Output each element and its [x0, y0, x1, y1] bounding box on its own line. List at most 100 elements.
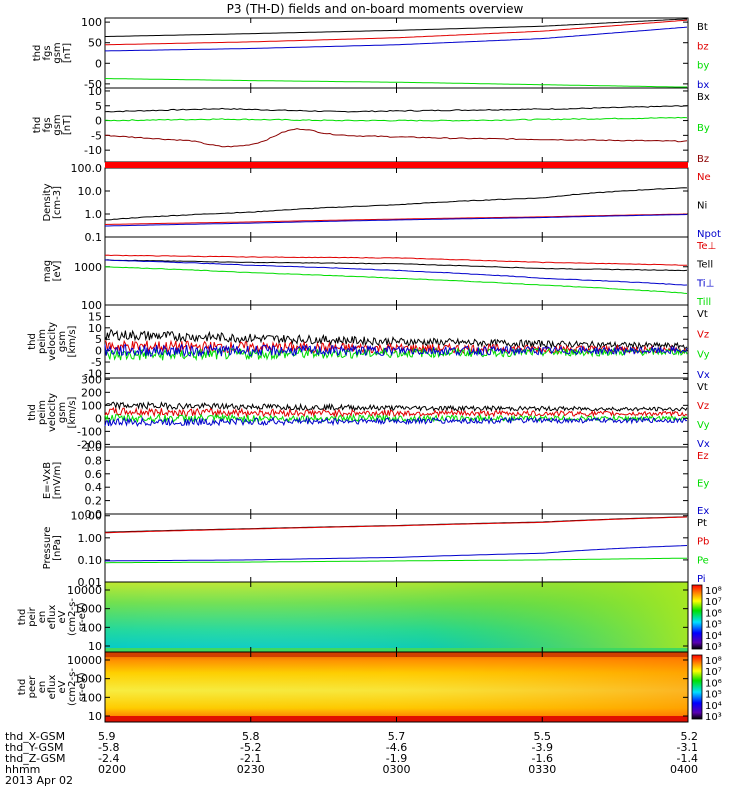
- panel-ylabel-line: [cm-3]: [52, 186, 63, 219]
- footer-ephemeris: thd_X-GSM thd_Y-GSM thd_Z-GSM hhmm 2013 …: [5, 730, 698, 787]
- legend-entry: Ex: [697, 506, 709, 517]
- colorbar-tick-label: 10⁸: [705, 656, 722, 667]
- ytick-label: -10: [84, 144, 102, 157]
- footer-value: -3.1: [677, 741, 698, 754]
- panel-ylabel: Density[cm-3]: [42, 183, 63, 221]
- colorbar-tick-label: 10⁵: [705, 690, 722, 701]
- footer-label-y: thd_Y-GSM: [5, 741, 64, 754]
- ytick-label: 0.1: [85, 231, 103, 244]
- colorbar-tick-label: 10⁶: [705, 608, 722, 619]
- ytick-label: 10: [88, 640, 102, 653]
- colorbar-tick-label: 10⁷: [705, 597, 722, 608]
- legend-entry: Bz: [697, 154, 709, 165]
- ytick-label: -100: [77, 425, 102, 438]
- ytick-label: 1.0: [85, 441, 103, 454]
- series-line-Tell: [104, 259, 688, 272]
- panel-ylabel-line: thd: [32, 45, 43, 62]
- footer-label-z: thd_Z-GSM: [5, 752, 65, 765]
- panel-ylabel-line: [mV/m]: [52, 462, 63, 500]
- colorbar-tick-label: 10⁷: [705, 667, 722, 678]
- footer-value: 0300: [383, 763, 411, 776]
- footer-value: -2.1: [240, 752, 261, 765]
- legend-entry: Pe: [697, 555, 709, 566]
- panel-ylabel-line: fgs: [42, 117, 53, 132]
- panel-6: thdpeimvelocitygsm[km/s]3002001000-100-2…: [27, 373, 710, 451]
- footer-value: 5.8: [242, 730, 260, 743]
- panel-ylabel-line: en: [37, 681, 48, 694]
- footer-value: 5.7: [388, 730, 406, 743]
- series-line-Pe: [105, 557, 687, 564]
- panel-1: thdfgsgsm[nT] 100 50 0 -50 Bt bz by bx: [32, 16, 709, 91]
- panel-frame: [104, 167, 689, 238]
- legend-entry: Ni: [697, 201, 707, 212]
- panel-ylabel-line: [nPa]: [52, 535, 63, 561]
- colorbar-tick-label: 10³: [705, 712, 722, 723]
- series-line-Bx: [104, 105, 688, 113]
- panel-ylabel-line: velocity: [47, 393, 58, 432]
- legend-entry: By: [697, 123, 710, 134]
- footer-value: 0230: [237, 763, 265, 776]
- ytick-label: 100: [81, 621, 102, 634]
- panel-ylabel-line: sr-eV): [77, 672, 88, 701]
- ytick-label: 10: [88, 85, 102, 98]
- panel-9: thdpeirenefluxeV(cm2-s-sr-eV)10⁸10⁷10⁶10…: [17, 581, 722, 653]
- legend-entry: Till: [696, 297, 711, 308]
- ytick-label: 0: [95, 345, 102, 358]
- ytick-label: 1.0: [85, 208, 103, 221]
- panel-ylabel-line: peim: [37, 329, 48, 354]
- ytick-label: 100.0: [71, 162, 103, 175]
- footer-date: 2013 Apr 02: [5, 774, 73, 787]
- colorbar-tick-label: 10⁴: [705, 701, 722, 712]
- legend-entry: Vz: [697, 401, 709, 412]
- panel-ylabel-line: [nT]: [62, 43, 73, 63]
- series-line-Vx: [104, 416, 688, 427]
- legend-entry: Ey: [697, 479, 709, 490]
- panel-ylabel-line: [eV]: [52, 261, 63, 282]
- series-line-Vt: [104, 328, 688, 350]
- panel-ylabel-line: sr-eV): [77, 602, 88, 631]
- panel-ylabel-line: fgs: [42, 45, 53, 60]
- footer-values: 5.9 5.8 5.7 5.5 5.2 -5.8 -5.2 -4.6 -3.9 -3.1 -2.4 -…: [98, 730, 698, 776]
- panel-4: mag[eV] 1000 100 Te⊥ Tell Ti⊥ Till: [42, 236, 716, 312]
- footer-value: -5.8: [98, 741, 119, 754]
- colorbar: [691, 654, 703, 720]
- panel-ylabel: thdpeerenefluxeV(cm2-s-sr-eV): [17, 668, 88, 706]
- footer-value: -4.6: [386, 741, 407, 754]
- ytick-label: 0: [95, 412, 102, 425]
- footer-value: 0400: [670, 763, 698, 776]
- ytick-label: 0: [95, 115, 102, 128]
- ytick-label: 50: [88, 37, 102, 50]
- ytick-label: 10.0: [78, 185, 103, 198]
- series-line-Te⊥: [104, 254, 688, 266]
- panel-ylabel-line: thd: [32, 117, 43, 134]
- panel-ylabel-line: [km/s]: [67, 325, 78, 357]
- ytick-label: 1000: [74, 261, 102, 274]
- colorbar-tick-label: 10⁵: [705, 620, 722, 631]
- footer-value: -1.4: [677, 752, 698, 765]
- panel-8: Pressure[nPa] 10.00 1.00 0.10 0.01 Pt Pb Pe Pi: [42, 510, 709, 589]
- ytick-label: 1000: [74, 603, 102, 616]
- spectrogram: [105, 582, 688, 652]
- ytick-label: 100: [81, 299, 102, 312]
- colorbar-tick-label: 10³: [705, 642, 722, 653]
- footer-value: -2.4: [98, 752, 119, 765]
- legend-entry: Npot: [697, 229, 721, 240]
- ytick-label: 10000: [67, 584, 102, 597]
- legend-entry: Vx: [697, 370, 710, 381]
- panel-separator-bar: [105, 162, 688, 168]
- panel-ylabel-line: eflux: [47, 675, 58, 700]
- footer-value: -3.9: [532, 741, 553, 754]
- panel-ylabel-line: [km/s]: [67, 396, 78, 428]
- legend-entry: Bt: [697, 22, 708, 33]
- footer-value: -1.6: [532, 752, 553, 765]
- panel-ylabel-line: thd: [17, 609, 28, 626]
- series-line-Vz: [104, 406, 688, 419]
- panel-ylabel: thdpeimvelocitygsm[km/s]: [27, 322, 78, 361]
- footer-value: -1.9: [386, 752, 407, 765]
- ytick-label: 0.8: [85, 454, 103, 467]
- panel-ylabel-line: eV: [57, 680, 68, 693]
- legend-entry: Pi: [697, 574, 706, 585]
- ytick-label: 0.10: [78, 554, 103, 567]
- figure-title: P3 (TH-D) fields and on-board moments ov…: [227, 2, 524, 16]
- ytick-label: 0.01: [78, 576, 103, 589]
